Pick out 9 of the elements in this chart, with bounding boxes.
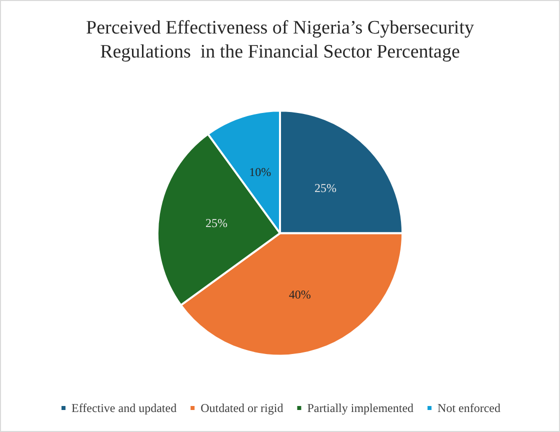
legend-label: Outdated or rigid — [200, 401, 284, 415]
data-label: 10% — [249, 165, 272, 180]
chart-title: Perceived Effectiveness of Nigeria’s Cybersecurity Regulations in the Financial Sector Percentage — [86, 18, 474, 62]
legend-label: Effective and updated — [72, 401, 177, 415]
data-label: 25% — [314, 180, 336, 195]
legend-label: Partially implemented — [307, 401, 414, 415]
legend-label: Not enforced — [438, 401, 501, 415]
data-label: 25% — [206, 216, 228, 230]
data-label: 40% — [288, 287, 311, 302]
